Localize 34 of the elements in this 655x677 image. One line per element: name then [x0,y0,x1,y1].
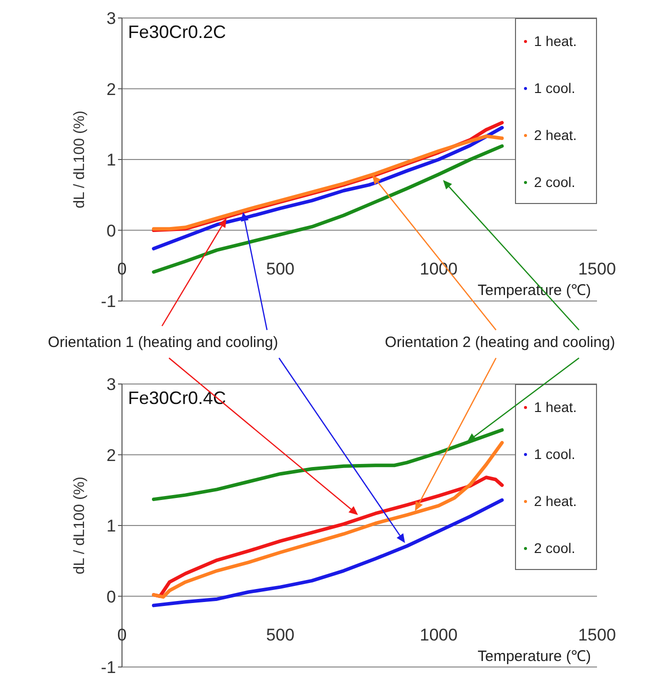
legend-label: 1 heat. [534,33,577,49]
legend-label: 2 cool. [534,174,576,190]
x-tick-label: 500 [266,625,295,644]
x-tick-label: 1500 [578,625,616,644]
x-tick-label: 500 [266,259,295,278]
line-series [152,144,504,274]
y-tick-label: 1 [106,150,116,170]
legend-label: 1 heat. [534,399,577,415]
x-tick-label: 1000 [420,625,458,644]
chart-title: Fe30Cr0.2C [128,22,226,43]
annotation: Orientation 1 (heating and cooling) [46,334,280,351]
y-axis-title: dL / dL100 (%) [71,110,88,208]
line-series [152,498,504,608]
legend-label: 1 cool. [534,446,576,462]
legend-label: 2 heat. [534,127,577,143]
y-tick-label: 0 [106,221,116,240]
x-tick-label: 1500 [578,259,616,278]
y-axis-title: dL / dL100 (%) [71,476,88,574]
annotation: Orientation 2 (heating and cooling) [384,334,616,351]
y-tick-label: 3 [106,9,116,28]
y-tick-label: -1 [100,292,116,312]
line-series [152,428,504,502]
y-tick-label: 0 [106,587,116,606]
y-tick-label: 1 [106,516,116,536]
legend-label: 2 heat. [534,493,577,509]
x-axis-title: Temperature (℃) [478,648,591,665]
y-tick-label: 2 [106,80,116,99]
y-tick-label: 2 [106,446,116,465]
legend-label: 2 cool. [534,540,576,556]
legend-label: 1 cool. [534,80,576,96]
line-series [152,440,504,599]
y-tick-label: -1 [100,658,116,677]
y-tick-label: 3 [106,375,116,394]
line-series [152,126,504,250]
